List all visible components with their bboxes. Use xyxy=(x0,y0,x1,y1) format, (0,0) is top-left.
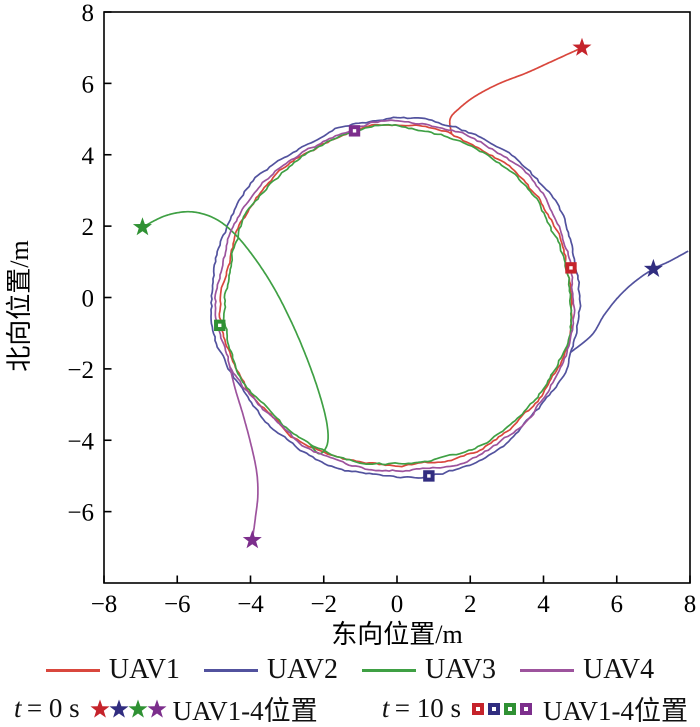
t10-square-center-uav2 xyxy=(427,474,431,478)
legend-label-uav3: UAV3 xyxy=(425,654,497,685)
y-tick-label-0: 8 xyxy=(82,0,95,27)
legend-line-swatch-uav3 xyxy=(362,668,416,672)
t10-square-center-uav1 xyxy=(569,266,573,270)
legend-lines-row: UAV1 UAV2 UAV3 UAV4 xyxy=(0,650,700,690)
legend-item-uav3: UAV3 xyxy=(362,654,496,686)
star-icon xyxy=(109,699,129,718)
t10-square-center-uav3 xyxy=(218,323,222,328)
t0-star-marker-uav4 xyxy=(242,530,262,549)
x-tick-label-8: 8 xyxy=(684,591,697,618)
legend-square-uav1 xyxy=(471,702,484,715)
square-center-dot xyxy=(491,706,496,711)
legend-label-uav2: UAV2 xyxy=(266,654,338,685)
legend-item-uav2: UAV2 xyxy=(203,654,338,686)
y-tick-label-2: 4 xyxy=(82,143,95,170)
x-tick-label-3: −2 xyxy=(310,591,337,618)
t10-label: t = 10 s xyxy=(382,693,461,724)
star-icon xyxy=(128,699,148,718)
legend-label-uav1: UAV1 xyxy=(108,654,180,685)
star-icon xyxy=(90,699,110,718)
legend-group-t10: t = 10 s UAV1-4位置 xyxy=(382,689,688,727)
x-tick-label-1: −6 xyxy=(164,591,191,618)
y-tick-label-1: 6 xyxy=(82,71,95,98)
markers-group xyxy=(132,37,663,549)
x-tick-label-4: 0 xyxy=(391,591,404,618)
y-tick-label-4: 0 xyxy=(82,286,95,313)
y-tick-label-5: −2 xyxy=(67,357,94,384)
legend-square-uav2 xyxy=(487,702,500,715)
legend-label-uav4: UAV4 xyxy=(583,654,655,685)
star-icon xyxy=(147,699,167,718)
legend-star-uav2 xyxy=(109,699,129,718)
legend-item-uav1: UAV1 xyxy=(45,654,180,686)
t10-square-swatches xyxy=(471,702,532,715)
y-axis-label: 北向位置/m xyxy=(5,240,34,371)
x-tick-label-2: −4 xyxy=(237,591,264,618)
t0-star-marker-uav2 xyxy=(643,258,663,277)
x-tick-label-6: 4 xyxy=(537,591,550,618)
trajectory-uav2 xyxy=(210,116,689,479)
trajectory-uav1 xyxy=(218,46,583,468)
plot-area: −8 −6 −4 −2 0 2 4 6 8 8 6 4 2 0 −2 −4 −6 东向位置/m 北向位置/m xyxy=(5,0,696,649)
legend-square-uav4 xyxy=(519,702,532,715)
axes-group: −8 −6 −4 −2 0 2 4 6 8 8 6 4 2 0 −2 −4 −6 xyxy=(67,0,696,618)
series-group xyxy=(142,46,689,541)
y-tick-label-3: 2 xyxy=(82,214,95,241)
t10-positions-label: UAV1-4位置 xyxy=(542,696,688,726)
y-tick-label-7: −6 xyxy=(67,500,94,527)
t0-label: t = 0 s xyxy=(14,693,80,724)
x-tick-label-0: −8 xyxy=(91,591,118,618)
square-center-dot xyxy=(507,706,512,711)
legend-group-t0: t = 0 s UAV1-4位置 xyxy=(14,689,318,727)
square-center-dot xyxy=(475,706,480,711)
legend-line-swatch-uav1 xyxy=(45,668,100,672)
t0-star-marker-uav1 xyxy=(572,37,592,56)
x-tick-label-5: 2 xyxy=(464,591,477,618)
x-tick-label-7: 6 xyxy=(611,591,624,618)
t10-value: = 10 s xyxy=(394,693,461,723)
legend-item-uav4: UAV4 xyxy=(520,654,654,686)
legend-star-uav1 xyxy=(90,699,110,718)
t0-star-marker-uav3 xyxy=(132,217,152,236)
legend-square-uav3 xyxy=(503,702,516,715)
y-tick-label-6: −4 xyxy=(67,428,94,455)
t0-value: = 0 s xyxy=(26,693,80,723)
trajectory-uav4 xyxy=(214,119,576,541)
t0-star-swatches xyxy=(89,698,167,720)
trajectory-uav3 xyxy=(142,123,573,466)
legend-line-swatch-uav2 xyxy=(203,668,258,672)
t0-positions-label: UAV1-4位置 xyxy=(172,696,318,726)
legend-star-uav4 xyxy=(147,699,167,718)
legend-line-swatch-uav4 xyxy=(520,668,575,672)
legend-star-uav3 xyxy=(128,699,148,718)
x-axis-label: 东向位置/m xyxy=(331,620,462,649)
t-variable: t xyxy=(381,693,390,723)
legend-markers-row: t = 0 s UAV1-4位置 t = 10 s UAV1-4位置 xyxy=(0,690,700,727)
square-center-dot xyxy=(523,706,528,711)
t-variable: t xyxy=(14,693,22,723)
t10-square-center-uav4 xyxy=(352,129,357,133)
plot-border xyxy=(103,11,691,584)
